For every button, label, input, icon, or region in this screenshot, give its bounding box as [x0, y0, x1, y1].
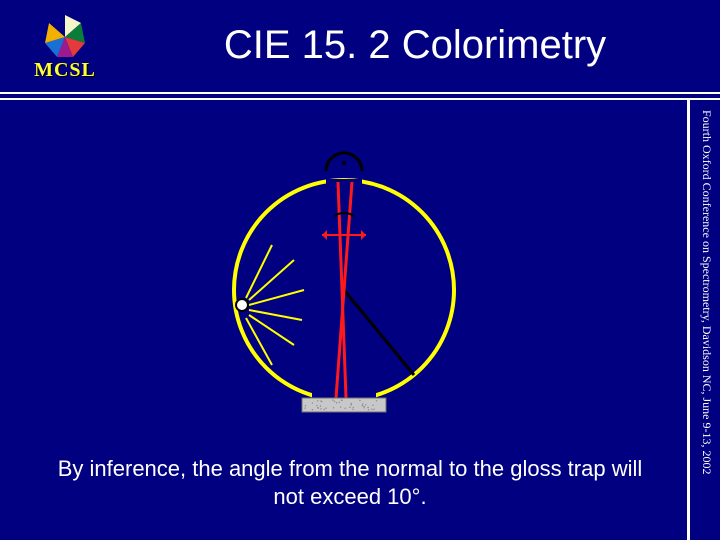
colorimetry-schematic-icon — [194, 140, 494, 430]
mcsl-logo-icon — [35, 9, 95, 59]
diagram — [0, 110, 687, 460]
title-box: CIE 15. 2 Colorimetry — [130, 23, 720, 68]
page-title: CIE 15. 2 Colorimetry — [130, 23, 700, 68]
header: MCSL CIE 15. 2 Colorimetry — [0, 0, 720, 90]
divider-bottom — [0, 98, 720, 100]
conference-footer: Fourth Oxford Conference on Spectrometry… — [694, 110, 714, 530]
logo-text: MCSL — [34, 59, 96, 82]
divider-top — [0, 92, 720, 94]
logo: MCSL — [0, 0, 130, 90]
divider-right — [687, 98, 690, 540]
caption: By inference, the angle from the normal … — [40, 455, 660, 510]
